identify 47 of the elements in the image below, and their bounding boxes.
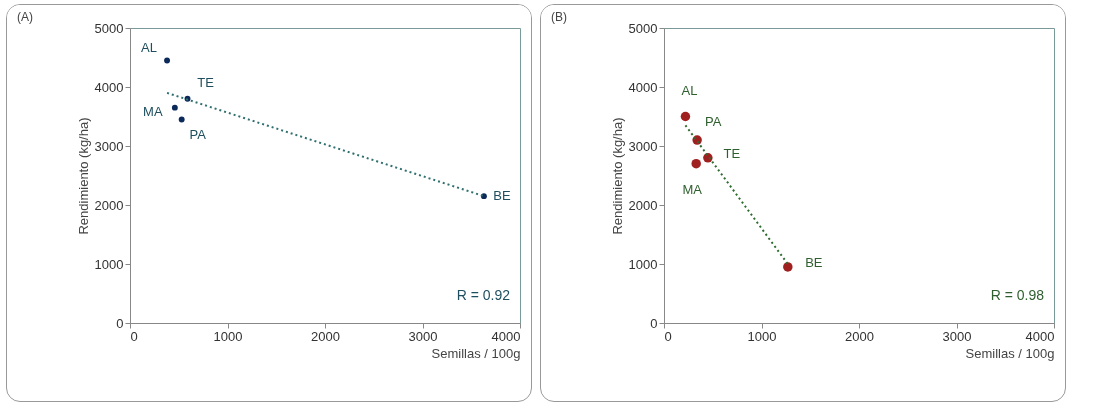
x-tick-label: 0 — [130, 328, 138, 344]
annotation: AL — [681, 82, 698, 98]
annotation: MA — [143, 103, 163, 119]
point — [171, 104, 178, 111]
x-tick-label: 4000 — [491, 328, 521, 344]
annotation: TE — [723, 145, 741, 161]
x-tick-label: 2000 — [845, 328, 874, 344]
point — [691, 158, 701, 169]
y-tick-label: 0 — [116, 315, 124, 331]
annotation: PA — [704, 114, 722, 130]
y-tick-label: 3000 — [628, 138, 658, 154]
x-tick-label: 3000 — [408, 328, 438, 344]
point — [783, 262, 793, 272]
y-tick-label: 4000 — [94, 79, 124, 95]
y-tick-label: 1000 — [628, 256, 658, 272]
x-tick-label: 1000 — [213, 328, 243, 344]
y-tick-label: 2000 — [628, 197, 658, 213]
annotation: BE — [805, 254, 823, 270]
y-axis-title: Rendimiento (kg/ha) — [75, 117, 91, 235]
annotation: MA — [682, 181, 703, 197]
point — [480, 193, 487, 200]
y-tick-label: 5000 — [628, 20, 658, 36]
x-tick-label: 4000 — [1025, 328, 1055, 344]
annotation: AL — [141, 40, 157, 56]
annotation: TE — [197, 74, 215, 90]
point — [178, 116, 185, 123]
text: (B) — [551, 10, 568, 24]
x-axis-title: Semillas / 100g — [431, 345, 521, 361]
annotation: R = 0.92 — [456, 287, 511, 303]
y-tick-label: 1000 — [94, 256, 124, 272]
y-tick-label: 5000 — [94, 20, 124, 36]
x-tick-label: 1000 — [747, 328, 777, 344]
annotation: PA — [189, 127, 207, 143]
x-tick-label: 3000 — [942, 328, 972, 344]
x-tick-label: 2000 — [311, 328, 340, 344]
annotation: R = 0.98 — [990, 287, 1045, 303]
x-axis-title: Semillas / 100g — [965, 345, 1055, 361]
text: (A) — [17, 10, 34, 24]
point — [164, 57, 171, 64]
annotation: BE — [493, 188, 511, 204]
y-tick-label: 2000 — [94, 197, 124, 213]
point — [680, 111, 691, 122]
y-tick-label: 3000 — [94, 138, 124, 154]
y-tick-label: 0 — [650, 315, 658, 331]
x-tick-label: 0 — [664, 328, 672, 344]
y-tick-label: 4000 — [628, 79, 658, 95]
y-axis-title: Rendimiento (kg/ha) — [609, 117, 625, 235]
